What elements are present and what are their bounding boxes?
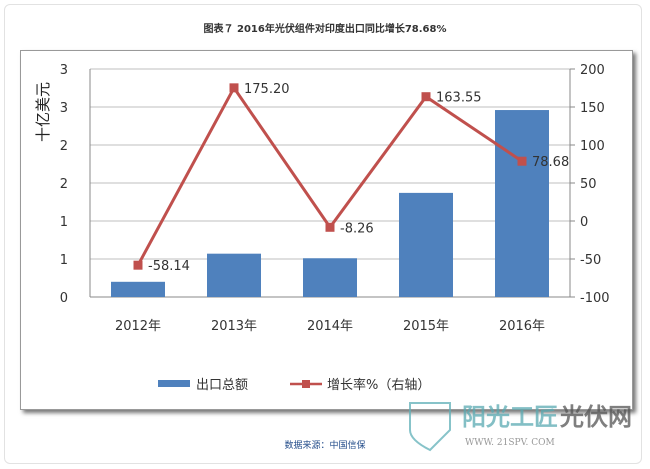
data-source: 数据来源：中国信保 [284,441,366,451]
svg-text:光伏网: 光伏网 [559,403,632,431]
data-label: -58.14 [148,259,190,274]
bar [495,110,549,297]
left-tick-label: 2 [60,177,68,192]
right-tick-label: 50 [580,177,597,192]
y-axis-label: 十亿美元 [34,82,52,142]
x-tick-label: 2013年 [211,319,257,334]
bar [207,253,261,297]
data-label: 175.20 [244,82,290,97]
line-marker [325,222,335,232]
legend-marker [302,380,310,388]
right-tick-label: 0 [580,215,588,230]
legend-label: 出口总额 [196,378,248,393]
left-tick-label: 3 [60,63,68,78]
right-tick-label: -50 [580,253,601,268]
x-tick-label: 2014年 [307,319,353,334]
left-tick-label: 1 [60,215,68,230]
right-tick-label: 200 [580,63,605,78]
legend-label: 增长率%（右轴） [327,377,430,393]
left-tick-label: 3 [60,101,68,116]
x-tick-label: 2012年 [115,319,161,334]
line-marker [517,156,527,166]
bar [303,258,357,297]
svg-text:WWW. 21SPV. COM: WWW. 21SPV. COM [465,438,555,448]
left-tick-label: 0 [60,291,68,306]
svg-text:阳光工匠: 阳光工匠 [462,403,558,431]
line-marker [133,260,143,270]
legend-swatch-bar [158,380,190,387]
x-tick-label: 2016年 [499,319,545,334]
line-marker [229,83,239,93]
data-label: -8.26 [340,221,374,236]
data-label: 78.68 [532,155,569,170]
right-tick-label: -100 [580,291,610,306]
x-tick-label: 2015年 [403,319,449,334]
left-tick-label: 2 [60,139,68,154]
right-tick-label: 150 [580,101,605,116]
bar [111,281,165,297]
bar [399,192,453,297]
right-tick-label: 100 [580,139,605,154]
growth-line [136,84,523,266]
watermark-logo: 阳光工匠 光伏网 WWW. 21SPV. COM [409,402,632,452]
data-label: 163.55 [436,91,482,106]
line-marker [421,92,431,102]
left-tick-label: 1 [60,253,68,268]
chart-title: 图表７ 2016年光伏组件对印度出口同比增长78.68% [203,24,447,35]
